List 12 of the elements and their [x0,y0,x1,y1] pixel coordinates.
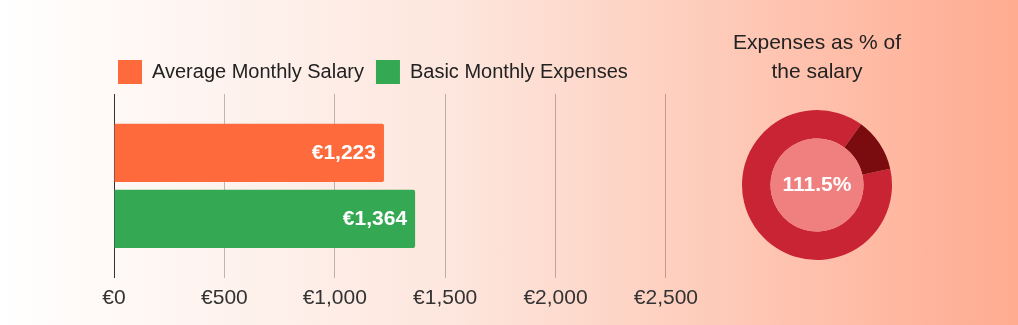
text: 111.5% [782,171,852,195]
data-label: €1,223 [311,139,376,163]
x-tick-label: €1,500 [413,285,478,309]
x-tick-label: €0 [102,285,126,309]
chart-title: Expenses as % of the salary [731,29,903,84]
x-tick-label: €2,000 [523,285,588,309]
x-tick-label: €2,500 [633,285,698,309]
x-tick-label: €1,000 [302,285,367,309]
data-label: €1,364 [342,205,408,229]
legend-label: Average Monthly Salary [152,59,364,82]
legend-label: Basic Monthly Expenses [409,59,628,82]
x-tick-label: €500 [201,285,248,309]
